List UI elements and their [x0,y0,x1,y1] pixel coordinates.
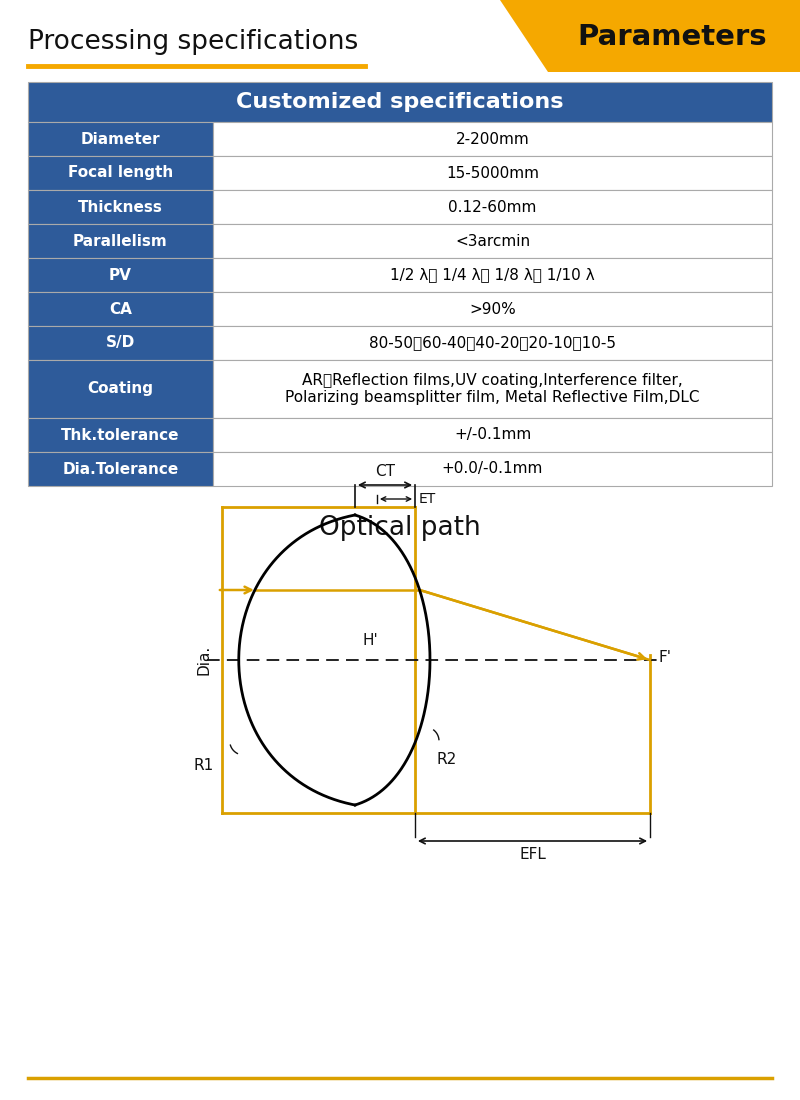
Bar [213,258,772,292]
Text: R1: R1 [194,758,214,772]
Text: Thickness: Thickness [78,199,163,214]
Bar [28,452,213,486]
Text: <3arcmin: <3arcmin [455,233,530,249]
Bar [213,190,772,224]
Text: >90%: >90% [469,301,516,317]
Bar [28,326,213,360]
Text: 80-50、60-40、40-20、20-10、10-5: 80-50、60-40、40-20、20-10、10-5 [369,336,616,351]
Text: AR、Reflection films,UV coating,Interference filter,
Polarizing beamsplitter film: AR、Reflection films,UV coating,Interfere… [286,373,700,405]
Bar [213,452,772,486]
Bar [28,292,213,326]
Bar [28,418,213,452]
Bar [28,360,213,418]
Text: Customized specifications: Customized specifications [236,92,564,112]
Text: S/D: S/D [106,336,135,351]
Text: Parallelism: Parallelism [73,233,168,249]
Bar [28,122,213,156]
Text: Diameter: Diameter [81,132,160,146]
Text: CA: CA [109,301,132,317]
Text: Thk.tolerance: Thk.tolerance [62,428,180,442]
Bar [28,82,772,122]
Text: 1/2 λ、 1/4 λ、 1/8 λ、 1/10 λ: 1/2 λ、 1/4 λ、 1/8 λ、 1/10 λ [390,267,595,283]
Bar [213,360,772,418]
Bar [28,258,213,292]
Bar [213,418,772,452]
Text: +/-0.1mm: +/-0.1mm [454,428,531,442]
Bar [213,292,772,326]
Bar [213,122,772,156]
Text: +0.0/-0.1mm: +0.0/-0.1mm [442,462,543,476]
Text: Processing specifications: Processing specifications [28,29,358,55]
Bar [28,190,213,224]
Text: 15-5000mm: 15-5000mm [446,165,539,180]
Bar [213,326,772,360]
Text: Dia.: Dia. [197,645,211,675]
Bar [28,156,213,190]
Bar [28,224,213,258]
Bar [213,224,772,258]
Text: Parameters: Parameters [577,23,767,51]
Text: EFL: EFL [519,847,546,862]
Text: 0.12-60mm: 0.12-60mm [448,199,537,214]
Text: Dia.Tolerance: Dia.Tolerance [62,462,178,476]
Text: Coating: Coating [87,382,154,396]
Text: ET: ET [419,492,436,506]
Bar [213,156,772,190]
Text: PV: PV [109,267,132,283]
Text: R2: R2 [437,752,458,768]
Text: H': H' [363,632,378,648]
Text: F': F' [658,650,671,666]
Text: Optical path: Optical path [319,515,481,541]
Polygon shape [500,0,800,72]
Text: Focal length: Focal length [68,165,173,180]
Text: 2-200mm: 2-200mm [456,132,530,146]
Text: CT: CT [375,464,395,478]
